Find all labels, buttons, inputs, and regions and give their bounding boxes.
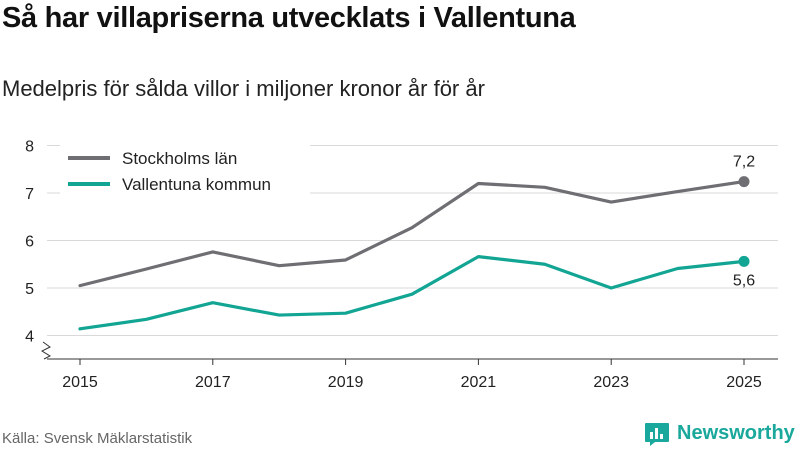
x-tick-label: 2023: [593, 374, 629, 391]
end-label-vallentuna: 5,6: [733, 272, 755, 289]
axes: 4 5 6 7 8 2015 2017 2019 2021 2023 2025: [25, 139, 778, 391]
bar-chart-bubble-icon: [645, 423, 669, 446]
chart-title: Så har villapriserna utvecklats i Vallen…: [2, 2, 576, 34]
x-tick-label: 2015: [62, 374, 98, 391]
x-tick-label: 2019: [328, 374, 364, 391]
end-point-stockholm: [738, 176, 750, 188]
legend: Stockholms län Vallentuna kommun: [60, 140, 310, 204]
brand-logo: Newsworthy: [644, 420, 795, 446]
y-tick-label: 8: [25, 139, 34, 156]
y-tick-label: 7: [25, 186, 34, 203]
x-tick-label: 2017: [195, 374, 231, 391]
series-line-vallentuna: [78, 255, 746, 331]
source-note: Källa: Svensk Mäklarstatistik: [2, 430, 193, 447]
axis-break-icon: [40, 341, 52, 360]
legend-label-vallentuna: Vallentuna kommun: [122, 175, 271, 194]
legend-background: [60, 140, 310, 204]
chart-subtitle: Medelpris för sålda villor i miljoner kr…: [2, 76, 485, 101]
x-tick-label: 2025: [726, 374, 762, 391]
y-tick-label: 6: [25, 234, 34, 251]
end-point-vallentuna: [738, 255, 750, 267]
y-tick-label: 5: [25, 281, 34, 298]
series-line-stockholm: [78, 180, 746, 288]
end-label-stockholm: 7,2: [733, 154, 755, 171]
brand-name: Newsworthy: [677, 421, 795, 444]
x-tick-label: 2021: [461, 374, 497, 391]
legend-label-stockholm: Stockholms län: [122, 149, 237, 168]
y-tick-label: 4: [25, 329, 34, 346]
series: 7,2 5,6: [78, 154, 755, 331]
